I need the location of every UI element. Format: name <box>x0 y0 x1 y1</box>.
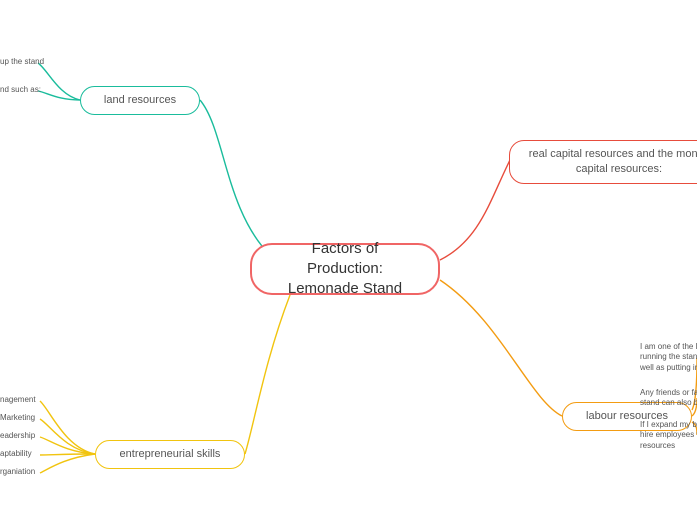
connector <box>440 280 562 416</box>
leaf-entrep-0: nagement <box>0 395 48 405</box>
branch-entrep[interactable]: entrepreneurial skills <box>95 440 245 469</box>
connector <box>40 454 95 473</box>
leaf-labour-1: Any friends or familstand can also be c <box>640 388 697 409</box>
connector <box>40 419 95 454</box>
center-node[interactable]: Factors of Production:Lemonade Stand <box>250 243 440 295</box>
leaf-labour-0: I am one of the labrunning the stand wiw… <box>640 342 697 373</box>
leaf-entrep-3: aptability <box>0 449 48 459</box>
leaf-labour-2: If I expand my busihire employees wheres… <box>640 420 697 451</box>
connector <box>40 437 95 454</box>
connector <box>200 100 270 255</box>
connector <box>40 401 95 454</box>
leaf-entrep-2: eadership <box>0 431 48 441</box>
branch-land[interactable]: land resources <box>80 86 200 115</box>
leaf-land-0: up the stand <box>0 57 60 67</box>
leaf-land-1: nd such as: <box>0 85 60 95</box>
connector <box>440 160 510 260</box>
leaf-entrep-1: Marketing <box>0 413 48 423</box>
connector <box>40 454 95 455</box>
connector <box>245 295 290 454</box>
leaf-entrep-4: rganiation <box>0 467 48 477</box>
branch-capital[interactable]: real capital resources and the moneycapi… <box>509 140 697 184</box>
